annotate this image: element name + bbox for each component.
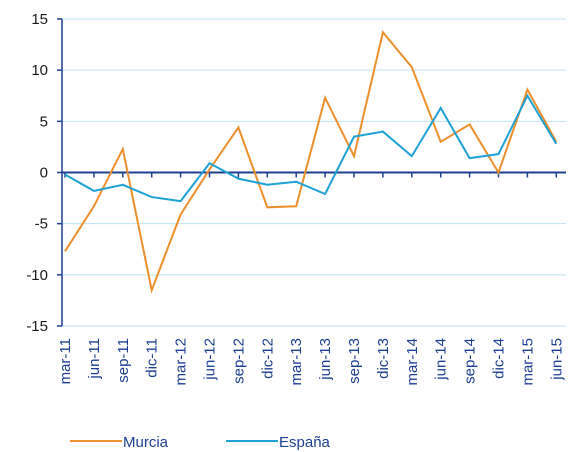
x-tick-label: mar-14 xyxy=(404,338,421,386)
x-tick-label: sep-14 xyxy=(462,338,479,384)
x-tick-label: dic-11 xyxy=(144,338,161,378)
x-tick-label: dic-14 xyxy=(491,338,508,379)
x-tick-label: sep-13 xyxy=(346,338,363,384)
y-tick-label: 15 xyxy=(31,11,48,28)
x-tick-label: jun-14 xyxy=(433,338,450,381)
x-tick-label: dic-12 xyxy=(259,338,276,379)
legend-label: España xyxy=(279,434,331,451)
x-tick-label: mar-15 xyxy=(519,338,536,386)
x-tick-label: jun-11 xyxy=(86,338,103,380)
y-tick-label: 10 xyxy=(31,62,48,79)
y-tick-label: -5 xyxy=(35,216,48,233)
x-tick-label: mar-13 xyxy=(288,338,305,386)
x-tick-label: jun-13 xyxy=(317,338,334,381)
x-tick-label: jun-12 xyxy=(202,338,219,381)
y-tick-label: 0 xyxy=(40,165,48,182)
legend-label: Murcia xyxy=(123,434,169,451)
y-tick-label: 5 xyxy=(40,113,48,130)
x-tick-label: sep-11 xyxy=(115,338,132,383)
x-tick-label: mar-11 xyxy=(57,338,74,384)
x-tick-label: jun-15 xyxy=(548,338,565,381)
y-tick-label: -10 xyxy=(26,267,48,284)
line-series xyxy=(64,30,558,294)
x-tick-label: mar-12 xyxy=(173,338,190,386)
line-series xyxy=(64,93,558,203)
x-tick-label: dic-13 xyxy=(375,338,392,379)
y-tick-label: -15 xyxy=(26,318,48,335)
x-tick-label: sep-12 xyxy=(230,338,247,384)
